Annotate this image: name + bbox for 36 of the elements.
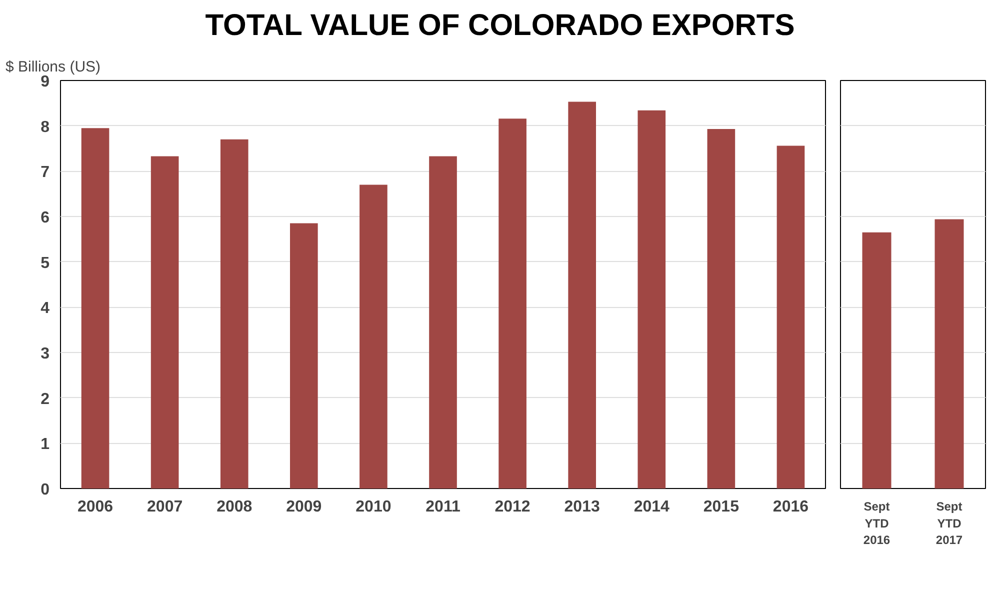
y-tick-label: 4 xyxy=(40,300,50,318)
bar xyxy=(498,118,526,488)
y-tick-label: 1 xyxy=(40,436,50,454)
x-tick-label: 2014 xyxy=(634,498,670,516)
chart-title: TOTAL VALUE OF COLORADO EXPORTS xyxy=(205,8,795,44)
x-tick-label: 2016 xyxy=(772,498,809,516)
bar xyxy=(638,110,666,488)
y-tick-label: 3 xyxy=(40,346,50,362)
y-tick-label: 0 xyxy=(40,482,50,498)
x-tick-label: 2009 xyxy=(286,498,322,516)
y-tick-label: 7 xyxy=(40,164,50,182)
bar xyxy=(429,156,457,488)
bar xyxy=(81,128,110,488)
y-axis-title: $ Billions (US) xyxy=(6,58,101,76)
y-tick-label: 2 xyxy=(40,390,50,408)
x-tick-label: 2011 xyxy=(426,498,460,516)
bar xyxy=(776,146,805,488)
y-tick-label: 8 xyxy=(40,118,50,136)
x-tick-label: Sept YTD 2016 xyxy=(863,500,890,548)
y-tick-label: 6 xyxy=(40,210,50,226)
bar xyxy=(220,139,248,488)
bar xyxy=(568,102,596,488)
y-tick-label: 9 xyxy=(40,74,50,90)
bar xyxy=(290,223,318,488)
x-tick-label: 2013 xyxy=(564,498,600,516)
x-tick-label: 2008 xyxy=(216,498,252,516)
x-tick-label: 2012 xyxy=(494,498,530,516)
y-tick-label: 5 xyxy=(40,254,50,272)
bar xyxy=(360,184,388,488)
x-tick-label: 2015 xyxy=(703,498,740,516)
bar xyxy=(150,156,179,488)
x-tick-label: 2007 xyxy=(147,498,183,516)
bar xyxy=(707,129,736,488)
x-tick-label: 2006 xyxy=(77,498,114,516)
x-tick-label: Sept YTD 2017 xyxy=(936,500,963,548)
x-tick-label: 2010 xyxy=(356,498,392,516)
